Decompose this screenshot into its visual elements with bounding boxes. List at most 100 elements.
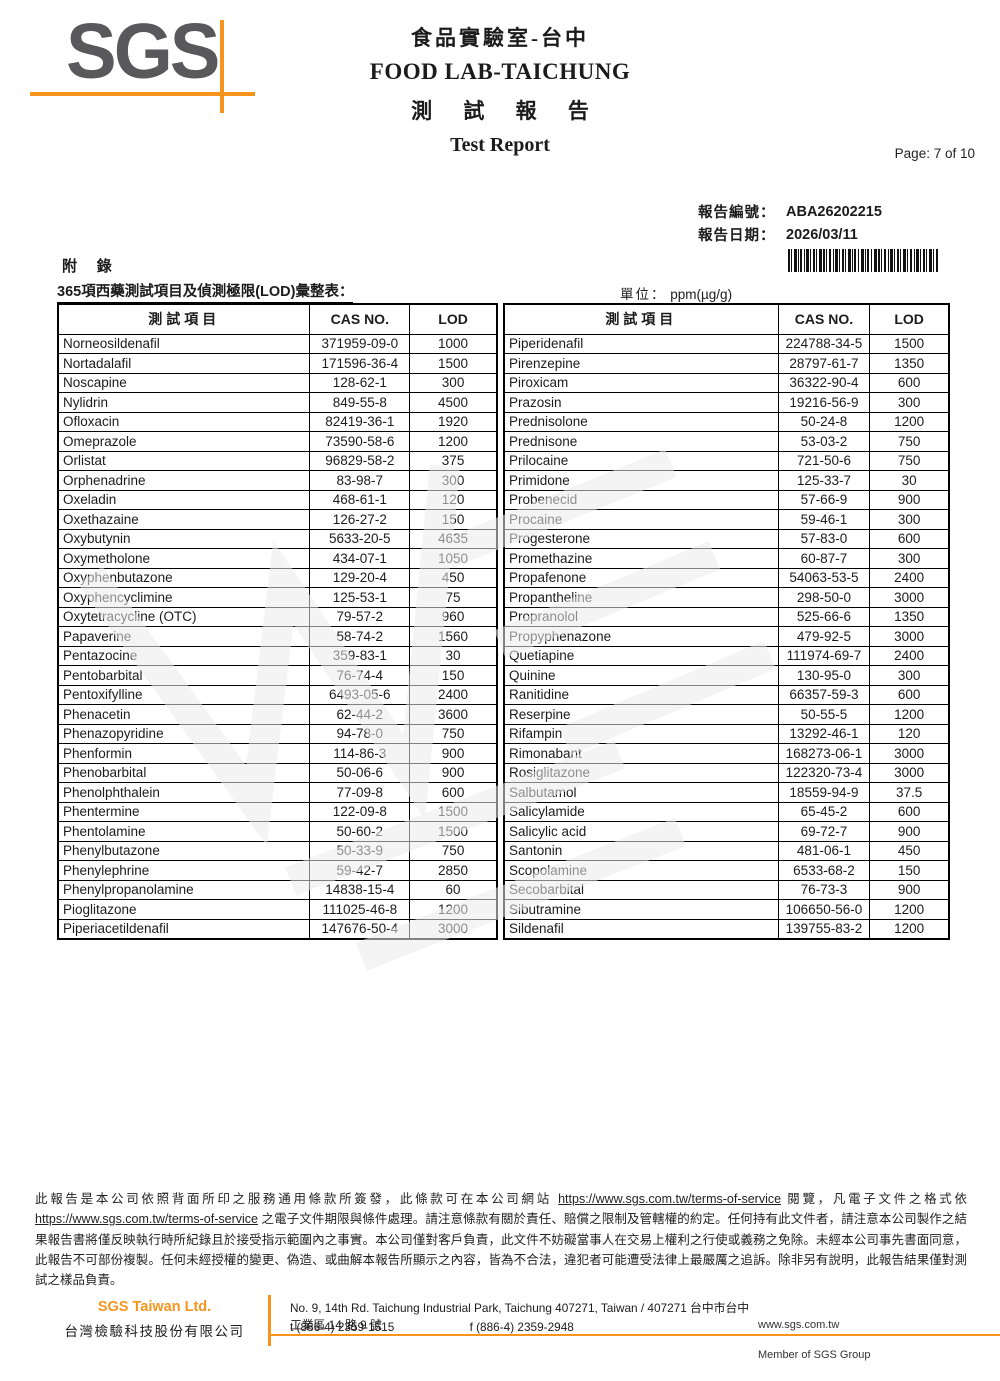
legal-disclaimer: 此報告是本公司依照背面所印之服務通用條款所簽發，此條款可在本公司網站 https…	[35, 1189, 967, 1290]
item-cell: Santonin	[503, 840, 779, 861]
lod-cell: 1500	[409, 821, 498, 842]
lod-cell: 1050	[409, 548, 498, 569]
item-cell: Prazosin	[503, 392, 779, 413]
item-cell: Phenacetin	[57, 704, 311, 725]
table-row: Norneosildenafil 371959-09-0 1000	[57, 333, 498, 354]
cas-cell: 130-95-0	[777, 665, 871, 686]
legal-text: 此報告是本公司依照背面所印之服務通用條款所簽發，此條款可在本公司網站	[35, 1192, 559, 1206]
logo-orange-vertical-line	[220, 20, 224, 113]
cas-cell: 128-62-1	[309, 372, 411, 393]
table-row: Santonin 481-06-1 450	[503, 840, 950, 861]
item-cell: Oxybutynin	[57, 528, 311, 549]
item-cell: Pentobarbital	[57, 665, 311, 686]
item-cell: Quetiapine	[503, 645, 779, 666]
table-row: Propyphenazone 479-92-5 3000	[503, 626, 950, 647]
column-header-lod: LOD	[409, 303, 498, 335]
cas-cell: 77-09-8	[309, 782, 411, 803]
table-row: Rosiglitazone 122320-73-4 3000	[503, 762, 950, 783]
lod-cell: 300	[869, 665, 950, 686]
lod-tables: 測試項目 CAS NO. LOD Norneosildenafil 371959-…	[57, 303, 950, 940]
table-row: Probenecid 57-66-9 900	[503, 489, 950, 510]
item-cell: Phenazopyridine	[57, 723, 311, 744]
table-row: Phenacetin 62-44-2 3600	[57, 704, 498, 725]
lod-cell: 375	[409, 450, 498, 471]
lod-cell: 3000	[869, 587, 950, 608]
cas-cell: 5633-20-5	[309, 528, 411, 549]
cas-cell: 129-20-4	[309, 567, 411, 588]
item-cell: Ofloxacin	[57, 411, 311, 432]
cas-cell: 114-86-3	[309, 743, 411, 764]
table-row: Orphenadrine 83-98-7 300	[57, 470, 498, 491]
cas-cell: 224788-34-5	[777, 333, 871, 354]
lod-cell: 4635	[409, 528, 498, 549]
item-cell: Prednisone	[503, 431, 779, 452]
lod-cell: 2400	[409, 684, 498, 705]
item-cell: Sibutramine	[503, 899, 779, 920]
item-cell: Nortadalafil	[57, 353, 311, 374]
table-row: Ofloxacin 82419-36-1 1920	[57, 411, 498, 432]
item-cell: Pentazocine	[57, 645, 311, 666]
table-row: Quetiapine 111974-69-7 2400	[503, 645, 950, 666]
cas-cell: 168273-06-1	[777, 743, 871, 764]
table-row: Pentazocine 359-83-1 30	[57, 645, 498, 666]
header-title-block: 食品實驗室-台中 FOOD LAB-TAICHUNG 測 試 報 告 Test …	[290, 22, 710, 157]
report-date-label: 報告日期：	[698, 228, 776, 244]
lod-cell: 600	[869, 528, 950, 549]
cas-cell: 94-78-0	[309, 723, 411, 744]
cas-cell: 57-66-9	[777, 489, 871, 510]
lod-cell: 1350	[869, 353, 950, 374]
report-no-label: 報告編號：	[698, 205, 776, 221]
table-row: Procaine 59-46-1 300	[503, 509, 950, 530]
table-row: Oxethazaine 126-27-2 150	[57, 509, 498, 530]
table-row: Oxyphencyclimine 125-53-1 75	[57, 587, 498, 608]
company-name-en: SGS Taiwan Ltd.	[97, 1299, 212, 1315]
item-cell: Pentoxifylline	[57, 684, 311, 705]
lod-cell: 1500	[409, 801, 498, 822]
cas-cell: 50-06-6	[309, 762, 411, 783]
company-name-cn: 台灣檢驗科技股份有限公司	[64, 1324, 245, 1339]
item-cell: Secobarbital	[503, 879, 779, 900]
cas-cell: 6493-05-6	[309, 684, 411, 705]
table-row: Salicylamide 65-45-2 600	[503, 801, 950, 822]
table-row: Prednisone 53-03-2 750	[503, 431, 950, 452]
cas-cell: 73590-58-6	[309, 431, 411, 452]
table-row: Oxeladin 468-61-1 120	[57, 489, 498, 510]
table-row: Piroxicam 36322-90-4 600	[503, 372, 950, 393]
cas-cell: 57-83-0	[777, 528, 871, 549]
cas-cell: 298-50-0	[777, 587, 871, 608]
lod-cell: 1200	[869, 918, 950, 939]
item-cell: Rifampin	[503, 723, 779, 744]
table-row: Pentoxifylline 6493-05-6 2400	[57, 684, 498, 705]
table-row: Prilocaine 721-50-6 750	[503, 450, 950, 471]
lod-table-right: 測試項目 CAS NO. LOD Piperidenafil 224788-34-…	[503, 303, 950, 940]
lod-cell: 1200	[869, 704, 950, 725]
unit-value: ppm(µg/g)	[670, 287, 733, 302]
footer-tel: t (886-4) 2359-1515	[290, 1320, 395, 1334]
cas-cell: 125-53-1	[309, 587, 411, 608]
cas-cell: 50-60-2	[309, 821, 411, 842]
report-title-cn: 測 試 報 告	[411, 99, 602, 123]
lod-cell: 30	[409, 645, 498, 666]
lod-cell: 900	[869, 489, 950, 510]
table-row: Prazosin 19216-56-9 300	[503, 392, 950, 413]
lod-cell: 3600	[409, 704, 498, 725]
lod-cell: 150	[409, 509, 498, 530]
lod-cell: 3000	[869, 626, 950, 647]
table-row: Oxyphenbutazone 129-20-4 450	[57, 567, 498, 588]
item-cell: Norneosildenafil	[57, 333, 311, 354]
item-cell: Salicylic acid	[503, 821, 779, 842]
cas-cell: 79-57-2	[309, 606, 411, 627]
item-cell: Salicylamide	[503, 801, 779, 822]
lod-cell: 960	[409, 606, 498, 627]
cas-cell: 59-46-1	[777, 509, 871, 530]
table-row: Ranitidine 66357-59-3 600	[503, 684, 950, 705]
legal-text: 之電子文件期限與條件處理。請注意條款有關於責任、賠償之限制及管轄權的約定。任何持…	[35, 1212, 967, 1287]
item-cell: Oxytetracycline (OTC)	[57, 606, 311, 627]
table-row: Quinine 130-95-0 300	[503, 665, 950, 686]
cas-cell: 53-03-2	[777, 431, 871, 452]
unit-label: 單位：	[620, 287, 667, 302]
cas-cell: 479-92-5	[777, 626, 871, 647]
lod-cell: 750	[869, 450, 950, 471]
table-row: Papaverine 58-74-2 1560	[57, 626, 498, 647]
